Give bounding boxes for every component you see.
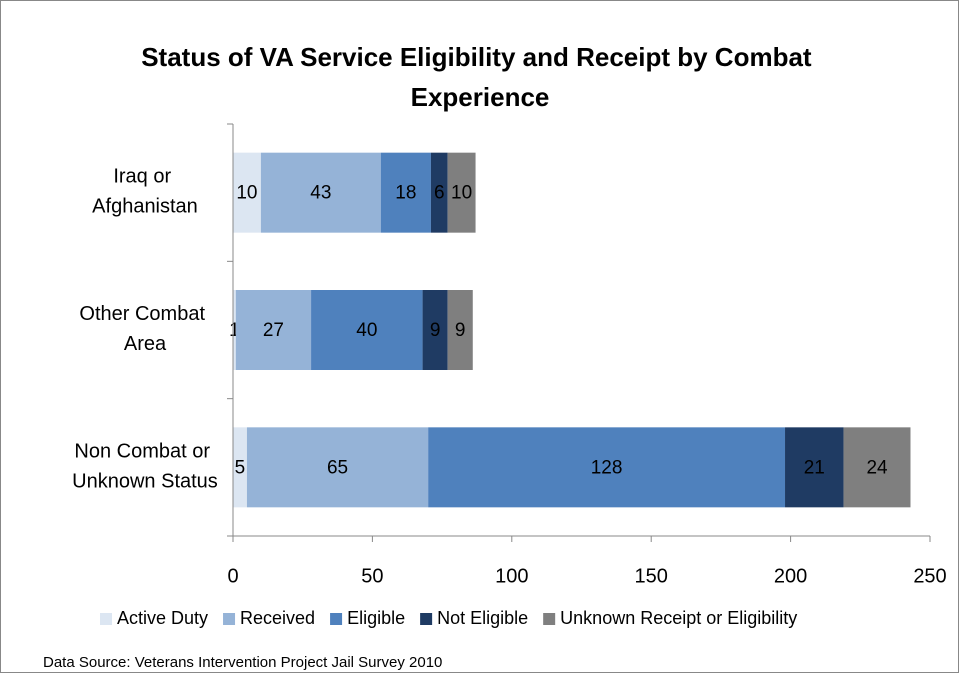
x-tick-label: 0 xyxy=(227,565,238,587)
legend-label: Not Eligible xyxy=(437,608,528,628)
bar-segment xyxy=(447,152,476,233)
chart-title: Status of VA Service Eligibility and Rec… xyxy=(141,42,819,112)
bar-segment xyxy=(260,152,381,233)
data-label: 65 xyxy=(327,457,348,478)
x-tick-label: 200 xyxy=(774,565,807,587)
x-tick-label: 150 xyxy=(635,565,668,587)
data-label: 21 xyxy=(804,457,825,478)
y-tick-label: Iraq or Afghanistan xyxy=(92,166,198,218)
y-tick-label: Non Combat or Unknown Status xyxy=(72,441,218,493)
legend-swatch xyxy=(543,613,556,625)
bar-segment xyxy=(233,152,261,233)
data-label: 6 xyxy=(434,183,445,204)
legend-label: Unknown Receipt or Eligibility xyxy=(560,608,797,628)
data-label: 18 xyxy=(395,183,416,204)
data-label: 9 xyxy=(455,320,466,341)
bar-segment xyxy=(311,290,423,370)
source-note: Data Source: Veterans Intervention Proje… xyxy=(43,654,442,671)
x-tick-label: 100 xyxy=(495,565,528,587)
legend-swatch xyxy=(223,613,236,625)
x-tick-label: 50 xyxy=(361,565,383,587)
bar-segment xyxy=(428,427,786,508)
legend-label: Received xyxy=(240,608,315,628)
bar-segment xyxy=(233,290,236,370)
legend-swatch xyxy=(330,613,343,625)
bar-segment xyxy=(430,152,448,233)
data-label: 128 xyxy=(591,457,623,478)
legend-swatch xyxy=(100,613,112,625)
x-tick-label: 250 xyxy=(913,565,946,587)
bar-segment xyxy=(785,427,844,508)
bar-segment xyxy=(843,427,911,508)
bar-segment xyxy=(380,152,431,233)
legend-label: Active Duty xyxy=(117,608,208,628)
data-label: 10 xyxy=(451,183,472,204)
data-label: 5 xyxy=(235,457,246,478)
bar-segment xyxy=(233,427,247,508)
bar-segment xyxy=(422,290,448,370)
data-label: 24 xyxy=(866,457,888,478)
data-label: 27 xyxy=(263,320,284,341)
data-label: 40 xyxy=(356,320,377,341)
bar-segment xyxy=(447,290,473,370)
data-label: 43 xyxy=(310,183,331,204)
bar-segment xyxy=(246,427,429,508)
data-label: 10 xyxy=(236,183,257,204)
data-label: 9 xyxy=(430,320,441,341)
legend-swatch xyxy=(420,613,433,625)
y-tick-label: Other Combat Area xyxy=(79,303,210,355)
legend-label: Eligible xyxy=(347,608,405,628)
bar-segment xyxy=(235,290,312,370)
data-label: 1 xyxy=(229,320,240,341)
